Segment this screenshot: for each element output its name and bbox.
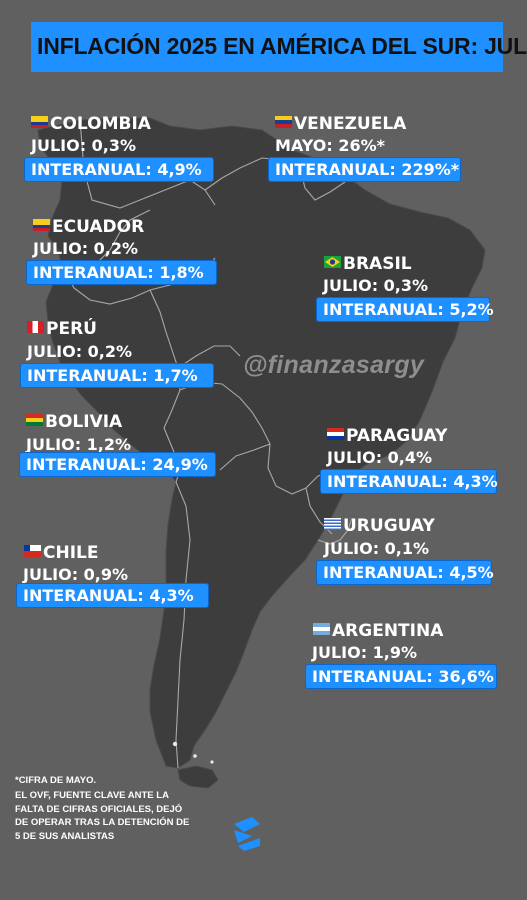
annual-badge-colombia: INTERANUAL: 4,9% (24, 157, 214, 182)
annual-value: INTERANUAL: 36,6% (312, 667, 494, 686)
country-name: VENEZUELA (294, 114, 407, 134)
monthly-value: JULIO: 0,1% (324, 539, 430, 558)
brazil-flag-icon (324, 256, 341, 268)
annual-value: INTERANUAL: 1,8% (33, 263, 204, 282)
annual-badge-paraguay: INTERANUAL: 4,3% (320, 469, 498, 494)
monthly-value: JULIO: 0,2% (33, 239, 139, 258)
chile-flag-icon (24, 545, 41, 557)
country-label-paraguay: PARAGUAY (327, 426, 447, 446)
country-name: PERÚ (46, 319, 97, 339)
footnote-asterisk: *CIFRA DE MAYO. (15, 775, 97, 786)
peru-flag-icon (27, 321, 44, 333)
country-name: COLOMBIA (50, 114, 151, 134)
annual-value: INTERANUAL: 4,3% (327, 472, 498, 491)
watermark: @finanzasargy (243, 351, 425, 379)
country-label-bolivia: BOLIVIA (26, 412, 122, 432)
annual-value: INTERANUAL: 4,9% (31, 160, 202, 179)
annual-badge-uruguay: INTERANUAL: 4,5% (316, 560, 494, 585)
annual-badge-chile: INTERANUAL: 4,3% (16, 583, 209, 608)
annual-value: INTERANUAL: 1,7% (27, 366, 198, 385)
footnote-text: EL OVF, FUENTE CLAVE ANTE LA FALTA DE CI… (15, 790, 190, 842)
paraguay-flag-icon (327, 428, 344, 440)
country-name: CHILE (43, 543, 99, 563)
country-label-peru: PERÚ (27, 319, 97, 339)
country-label-uruguay: URUGUAY (324, 516, 435, 536)
country-label-colombia: COLOMBIA (31, 114, 151, 134)
annual-badge-peru: INTERANUAL: 1,7% (20, 363, 214, 388)
annual-value: INTERANUAL: 5,2% (323, 300, 494, 319)
argentina-flag-icon (313, 623, 330, 635)
country-label-argentina: ARGENTINA (313, 621, 443, 641)
country-name: ECUADOR (52, 217, 145, 237)
page-title: INFLACIÓN 2025 EN AMÉRICA DEL SUR: JULIO (37, 33, 527, 59)
annual-badge-bolivia: INTERANUAL: 24,9% (19, 452, 216, 477)
annual-value: INTERANUAL: 229%* (275, 160, 460, 179)
annual-badge-argentina: INTERANUAL: 36,6% (305, 664, 497, 689)
country-name: BOLIVIA (45, 412, 123, 432)
monthly-value: JULIO: 1,2% (26, 435, 132, 454)
country-name: BRASIL (343, 254, 412, 274)
monthly-value: JULIO: 0,2% (27, 342, 133, 361)
colombia-flag-icon (31, 116, 48, 128)
monthly-value: JULIO: 0,3% (323, 276, 429, 295)
monthly-value: MAYO: 26%* (275, 136, 386, 155)
map-markers (172, 741, 214, 764)
ecuador-flag-icon (33, 219, 50, 231)
annual-value: INTERANUAL: 24,9% (26, 455, 208, 474)
monthly-value: JULIO: 0,4% (327, 448, 433, 467)
country-label-chile: CHILE (24, 543, 98, 563)
annual-badge-brasil: INTERANUAL: 5,2% (316, 297, 494, 322)
tierra-del-fuego (177, 765, 219, 789)
country-name: ARGENTINA (332, 621, 444, 641)
annual-value: INTERANUAL: 4,3% (23, 586, 194, 605)
uruguay-flag-icon (324, 518, 341, 530)
country-name: URUGUAY (343, 516, 435, 536)
country-label-venezuela: VENEZUELA (275, 114, 406, 134)
country-label-ecuador: ECUADOR (33, 217, 144, 237)
venezuela-flag-icon (275, 116, 292, 128)
monthly-value: JULIO: 1,9% (312, 643, 418, 662)
annual-value: INTERANUAL: 4,5% (323, 563, 494, 582)
monthly-value: JULIO: 0,3% (31, 136, 137, 155)
monthly-value: JULIO: 0,9% (23, 565, 129, 584)
title-banner: INFLACIÓN 2025 EN AMÉRICA DEL SUR: JULIO (31, 22, 527, 72)
annual-badge-venezuela: INTERANUAL: 229%* (268, 157, 461, 182)
country-label-brasil: BRASIL (324, 254, 412, 274)
country-name: PARAGUAY (346, 426, 448, 446)
annual-badge-ecuador: INTERANUAL: 1,8% (26, 260, 217, 285)
finanzas-argy-logo-icon (234, 817, 260, 851)
bolivia-flag-icon (26, 414, 43, 426)
